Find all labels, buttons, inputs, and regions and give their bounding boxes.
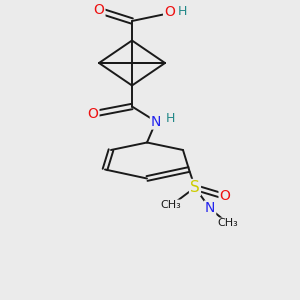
Text: N: N [151,115,161,128]
Text: H: H [166,112,175,125]
Text: H: H [178,4,187,18]
Text: O: O [220,190,230,203]
Text: O: O [164,5,175,19]
Text: CH₃: CH₃ [160,200,182,211]
Text: O: O [94,4,104,17]
Text: O: O [88,107,98,121]
Text: CH₃: CH₃ [218,218,239,229]
Text: N: N [205,202,215,215]
Text: S: S [190,180,200,195]
